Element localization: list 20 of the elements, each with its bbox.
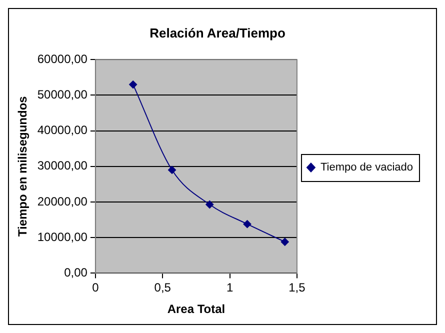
y-tick-label: 50000,00 (37, 88, 88, 102)
y-tick-label: 10000,00 (37, 230, 88, 244)
point (280, 238, 289, 246)
legend-label: Tiempo de vaciado (320, 162, 414, 174)
x-tick-label: 1,5 (288, 280, 306, 295)
y-tick-label: 40000,00 (37, 123, 88, 138)
point (243, 220, 252, 228)
y-axis-title: Tiempo en milisegundos (16, 96, 30, 237)
x-tick-label: 0,5 (154, 280, 172, 295)
y-tick-label: 0,00 (64, 266, 88, 280)
point (168, 166, 176, 174)
y-tick-label: 20000,00 (37, 194, 88, 208)
x-tick-label: 0 (92, 280, 100, 295)
point (206, 200, 214, 208)
point (129, 80, 138, 89)
y-tick-label: 60000,00 (37, 52, 88, 66)
x-tick-label: 1 (226, 280, 234, 295)
y-tick-label: 30000,00 (37, 158, 88, 173)
x-axis-title: Area Total (167, 302, 226, 316)
chart-title: Relación Area/Tiempo (150, 25, 286, 40)
